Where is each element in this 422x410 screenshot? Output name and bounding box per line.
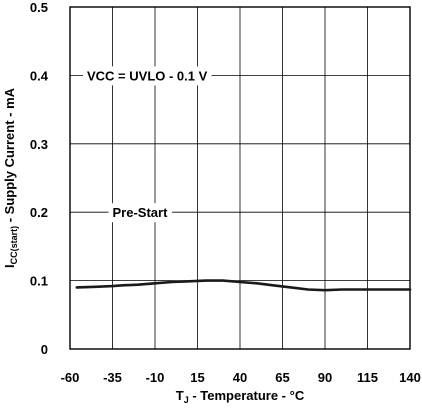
x-tick-label: -10: [146, 370, 165, 385]
y-axis-ticks: 0 0.1 0.2 0.3 0.4 0.5: [30, 0, 49, 357]
x-axis-label-main: T: [176, 388, 184, 403]
plot-frame: [69, 6, 411, 350]
annotation-label: VCC = UVLO - 0.1 V: [87, 68, 208, 83]
y-tick-label: 0.2: [30, 205, 48, 220]
y-tick-label: 0.1: [30, 274, 48, 289]
series-layer: [75, 279, 412, 292]
x-axis-label: TJ - Temperature - °C: [176, 388, 305, 405]
y-tick-label: 0.4: [30, 68, 49, 83]
x-axis-label-sub: J: [184, 395, 189, 405]
annotation-0: VCC = UVLO - 0.1 V: [83, 66, 212, 86]
annotation-1: Pre-Start: [108, 203, 173, 223]
x-tick-label: 40: [233, 370, 247, 385]
y-axis-label-rest: - Supply Current - mA: [2, 87, 17, 226]
y-axis-label-sub: CC(start): [9, 226, 19, 265]
x-tick-label: 15: [190, 370, 204, 385]
x-tick-label: 115: [357, 370, 378, 385]
y-tick-label: 0.3: [30, 137, 48, 152]
annotation-background: [108, 203, 173, 223]
series-line-0: [75, 279, 412, 292]
y-tick-label: 0.5: [30, 0, 48, 15]
x-tick-label: 65: [275, 370, 289, 385]
annotation-label: Pre-Start: [113, 205, 169, 220]
annotations: VCC = UVLO - 0.1 V Pre-Start: [83, 66, 212, 223]
x-tick-label: -35: [103, 370, 122, 385]
y-axis-label: ICC(start) - Supply Current - mA: [2, 87, 19, 268]
x-tick-label: 140: [399, 370, 421, 385]
annotation-background: [83, 66, 212, 86]
x-axis-ticks: -60 -35 -10 15 40 65 90 115 140: [61, 370, 421, 385]
grid-lines: [70, 7, 410, 349]
y-tick-label: 0: [41, 342, 48, 357]
x-tick-label: 90: [318, 370, 332, 385]
x-tick-label: -60: [61, 370, 80, 385]
y-axis-label-main: I: [2, 264, 17, 268]
x-axis-label-rest: - Temperature - °C: [189, 388, 305, 403]
